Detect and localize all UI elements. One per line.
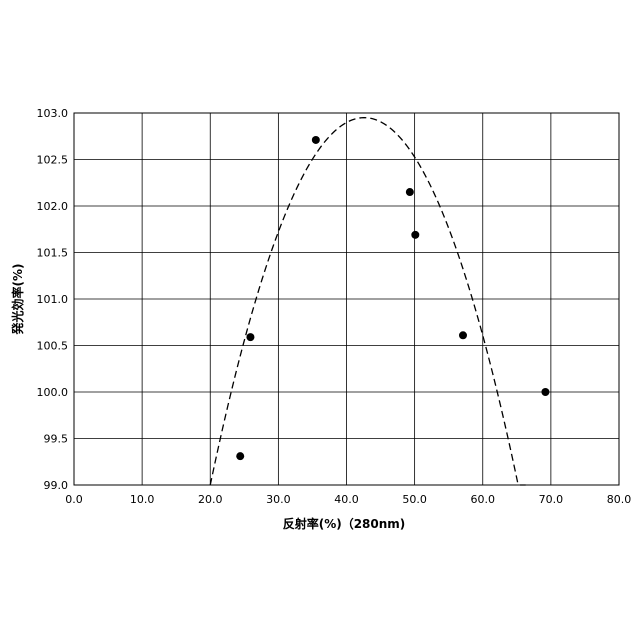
x-tick-label: 30.0: [266, 493, 291, 506]
x-tick-label: 40.0: [334, 493, 359, 506]
y-tick-label: 101.5: [37, 247, 69, 260]
data-point: [411, 231, 419, 239]
x-tick-label: 70.0: [539, 493, 564, 506]
y-tick-label: 103.0: [37, 107, 69, 120]
data-point: [312, 136, 320, 144]
y-tick-label: 99.5: [44, 433, 69, 446]
x-tick-label: 0.0: [65, 493, 83, 506]
fit-curve-layer: [210, 118, 525, 485]
data-point: [541, 388, 549, 396]
y-tick-label: 101.0: [37, 293, 69, 306]
y-tick-label: 100.0: [37, 386, 69, 399]
fit-curve-line: [210, 118, 525, 485]
x-tick-label: 50.0: [402, 493, 427, 506]
data-point: [459, 331, 467, 339]
x-tick-label: 60.0: [471, 493, 496, 506]
x-tick-labels: 0.0 10.0 20.0 30.0 40.0 50.0 60.0 70.0 80.0: [65, 493, 631, 506]
y-axis-label: 発光効率(%): [10, 264, 25, 336]
grid: [74, 113, 619, 485]
data-point: [246, 333, 254, 341]
x-tick-label: 80.0: [607, 493, 632, 506]
x-tick-label: 20.0: [198, 493, 223, 506]
data-point: [236, 452, 244, 460]
y-tick-label: 100.5: [37, 340, 69, 353]
y-tick-label: 102.0: [37, 200, 69, 213]
x-tick-label: 10.0: [130, 493, 155, 506]
y-tick-labels: 99.0 99.5 100.0 100.5 101.0 101.5 102.0 102.5 10…: [37, 107, 69, 492]
y-tick-label: 99.0: [44, 479, 69, 492]
y-tick-label: 102.5: [37, 154, 69, 167]
x-axis-label: 反射率(%)（280nm): [283, 516, 406, 531]
data-point: [406, 188, 414, 196]
